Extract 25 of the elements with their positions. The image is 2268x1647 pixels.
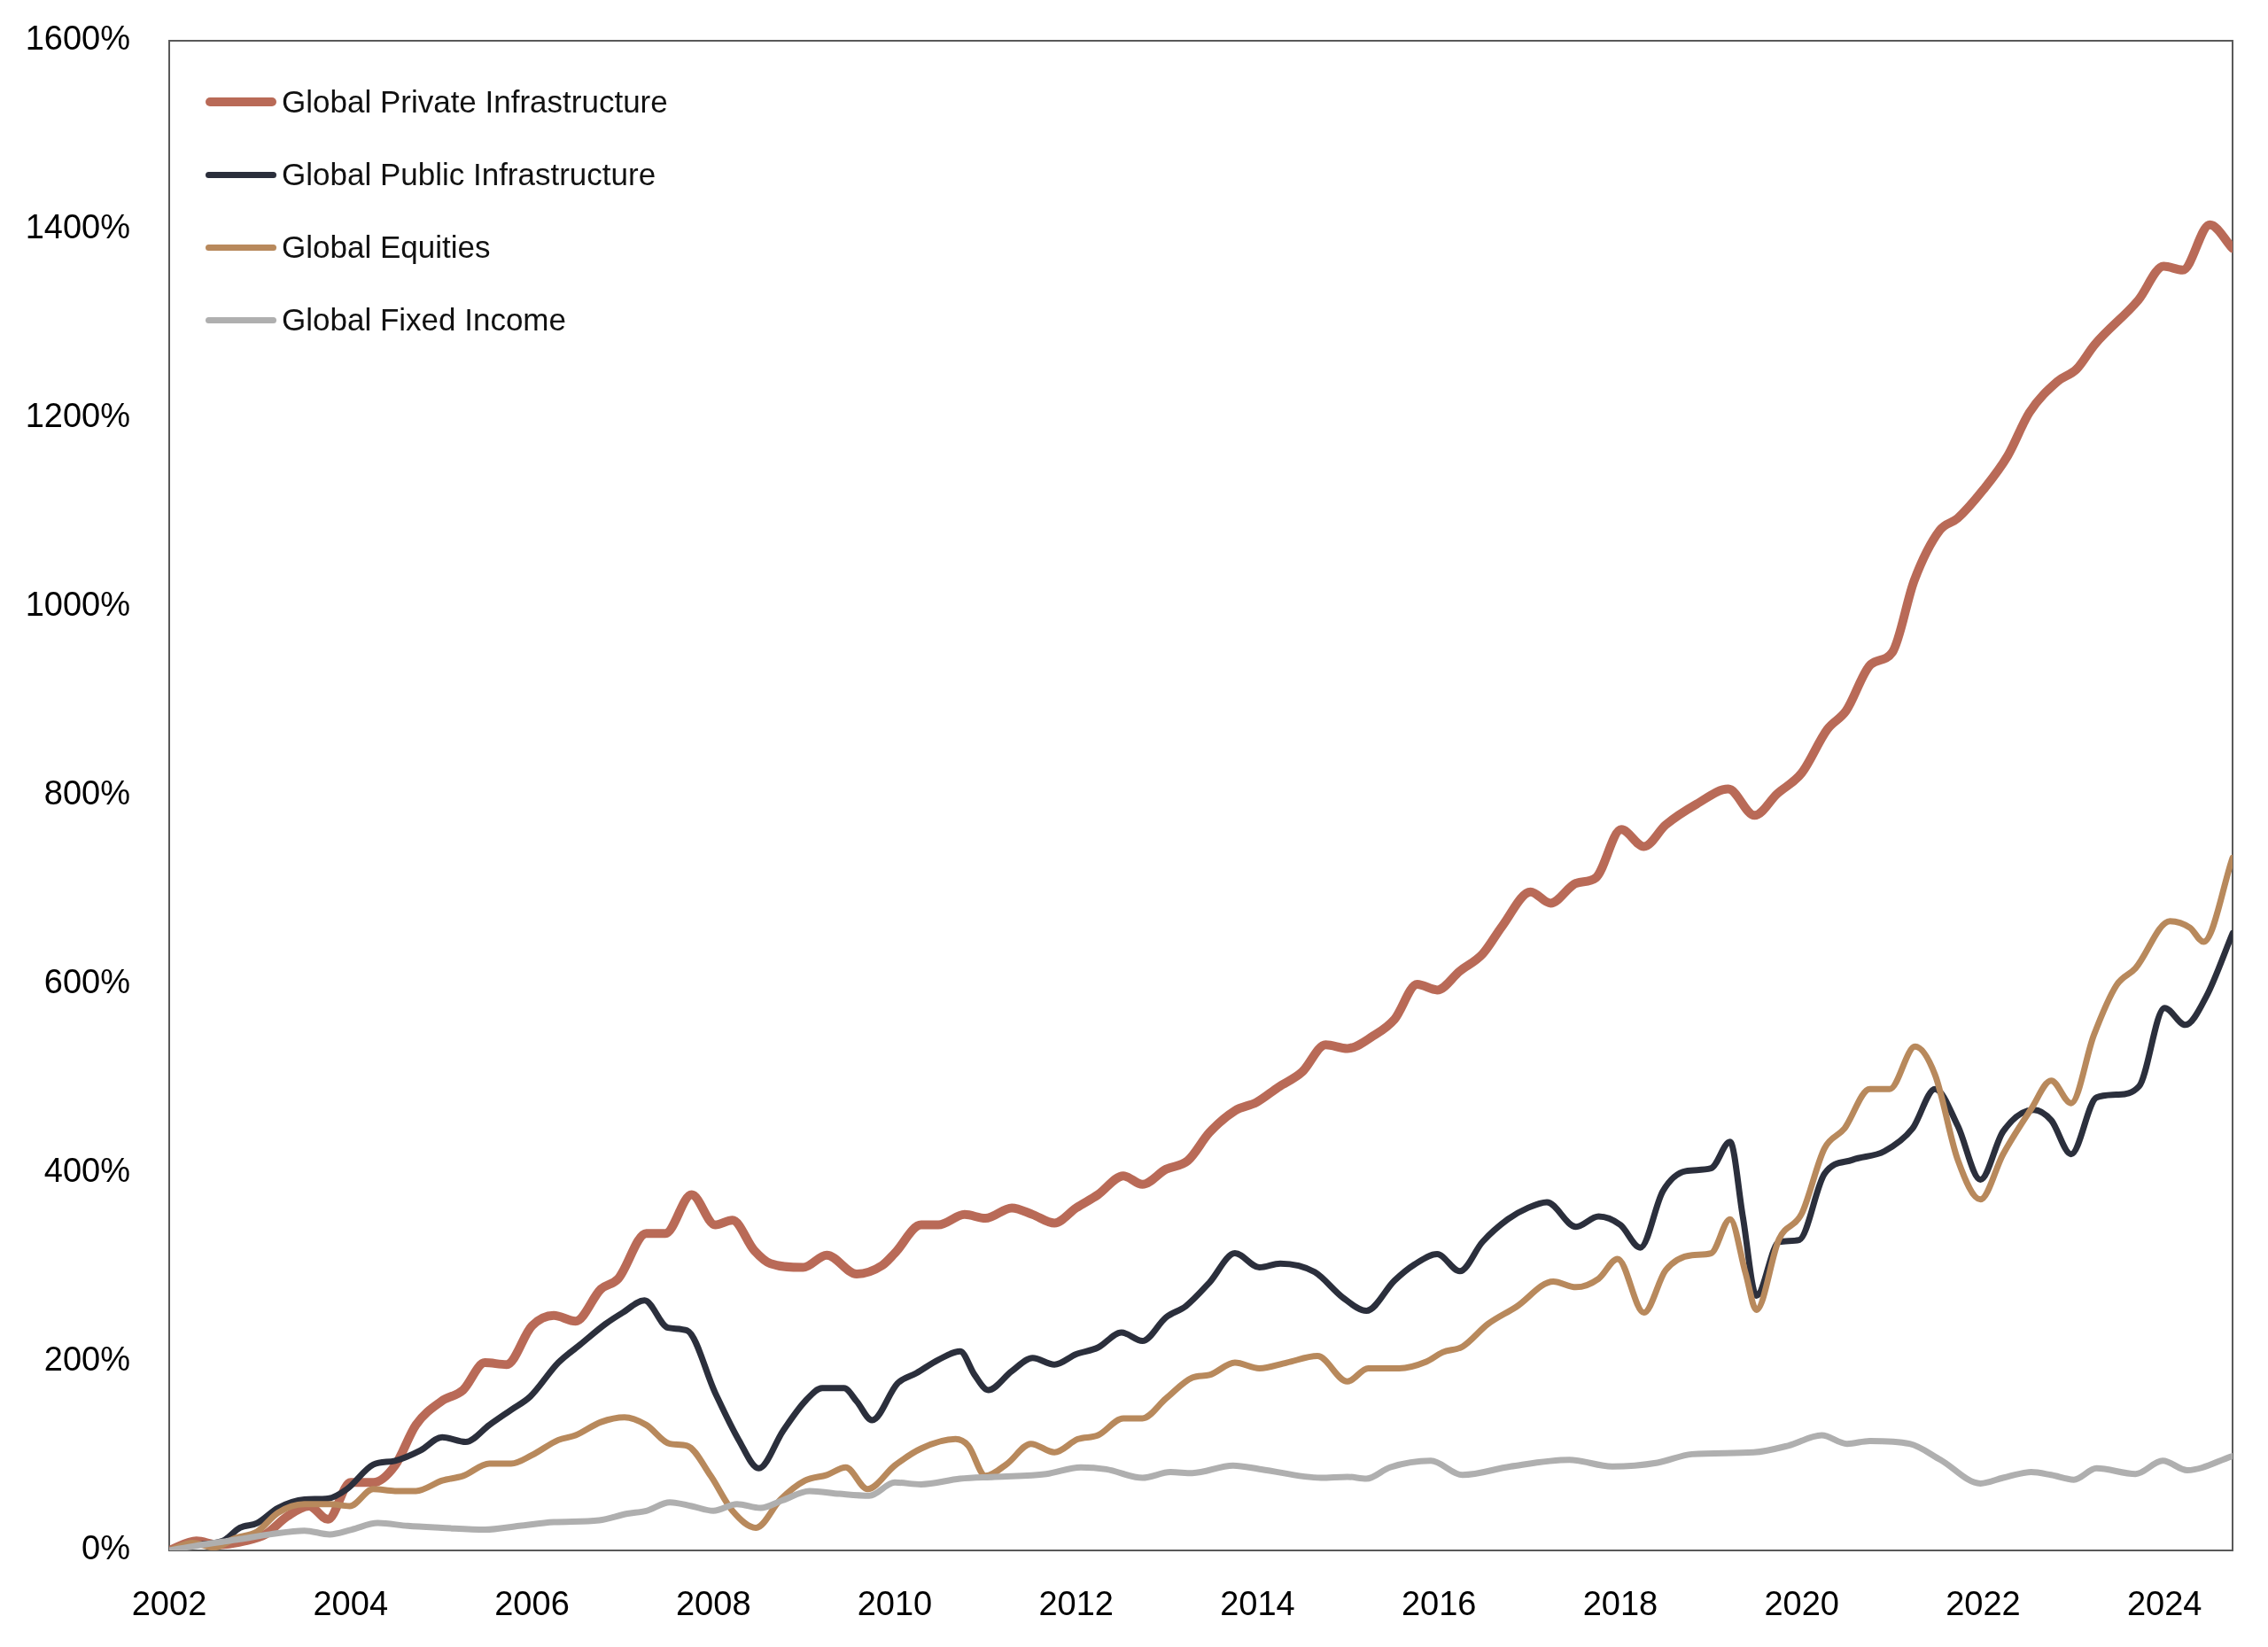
x-tick-label: 2002: [131, 1585, 207, 1623]
x-tick-label: 2016: [1401, 1585, 1477, 1623]
legend-label: Global Public Infrastructure: [282, 157, 656, 192]
x-tick-label: 2010: [857, 1585, 933, 1623]
y-tick-label: 0%: [82, 1529, 130, 1567]
y-tick-label: 400%: [43, 1152, 130, 1190]
x-tick-label: 2024: [2126, 1585, 2202, 1623]
y-tick-label: 1400%: [25, 208, 130, 246]
y-tick-label: 800%: [43, 774, 130, 812]
legend-label: Global Fixed Income: [282, 302, 566, 338]
x-tick-label: 2012: [1038, 1585, 1115, 1623]
y-tick-label: 1600%: [25, 19, 130, 58]
x-tick-label: 2014: [1220, 1585, 1295, 1623]
x-tick-label: 2018: [1582, 1585, 1658, 1623]
x-tick-label: 2022: [1946, 1585, 2021, 1623]
x-tick-label: 2008: [675, 1585, 751, 1623]
legend-label: Global Private Infrastructure: [282, 84, 668, 120]
y-tick-label: 600%: [43, 963, 130, 1001]
y-tick-label: 1200%: [25, 397, 130, 435]
y-tick-label: 1000%: [25, 586, 130, 624]
y-tick-label: 200%: [43, 1340, 130, 1379]
legend-label: Global Equities: [282, 229, 491, 265]
x-tick-label: 2020: [1764, 1585, 1839, 1623]
x-tick-label: 2006: [494, 1585, 570, 1623]
x-tick-label: 2004: [313, 1585, 389, 1623]
